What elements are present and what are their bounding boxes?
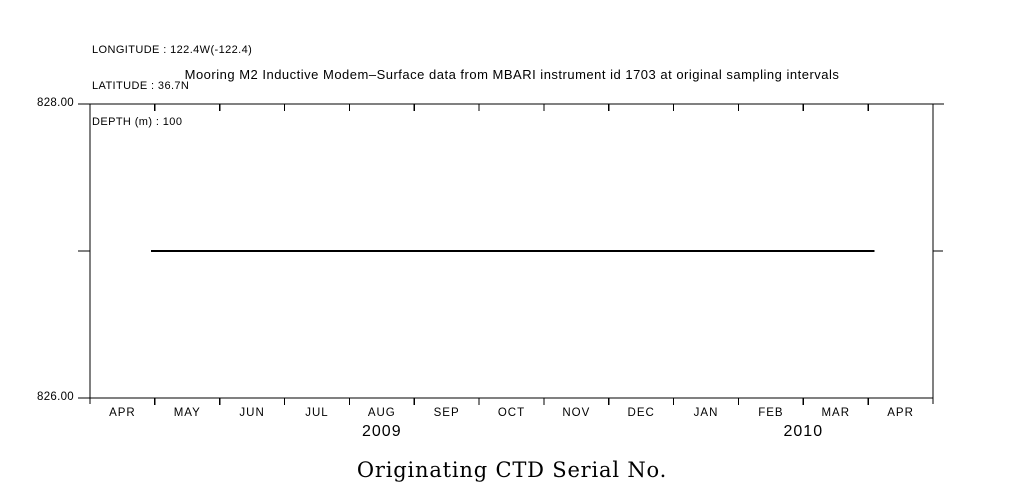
x-axis-month-label: AUG [367,407,396,419]
x-axis-month-label: APR [109,407,136,419]
x-axis-year-label: 2010 [783,423,824,440]
x-axis-month-label: FEB [758,407,784,419]
x-axis-month-label: APR [887,407,914,419]
x-axis-month-label: JUL [305,407,329,419]
metadata-block: LONGITUDE : 122.4W(-122.4) LATITUDE : 36… [92,20,252,152]
x-axis-month-label: OCT [497,407,526,419]
x-axis-year-label: 2009 [362,423,402,440]
chart-title: Mooring M2 Inductive Modem–Surface data … [184,67,840,82]
x-axis-month-label: MAR [821,407,850,419]
x-axis-month-label: JUN [239,407,265,419]
x-axis-month-label: NOV [562,407,591,419]
x-axis-bottom-title: Originating CTD Serial No. [356,458,668,482]
y-axis-tick-label-top: 828.00 [37,97,74,109]
y-axis-tick-label-bottom: 826.00 [37,391,74,403]
x-axis-month-label: DEC [627,407,655,419]
metadata-line-longitude: LONGITUDE : 122.4W(-122.4) [92,44,253,56]
metadata-line-depth: DEPTH (m) : 100 [92,116,183,128]
x-axis-month-label: JAN [693,407,719,419]
x-axis-month-label: MAY [173,407,201,419]
x-axis-month-label: SEP [433,407,460,419]
metadata-line-latitude: LATITUDE : 36.7N [92,80,190,92]
